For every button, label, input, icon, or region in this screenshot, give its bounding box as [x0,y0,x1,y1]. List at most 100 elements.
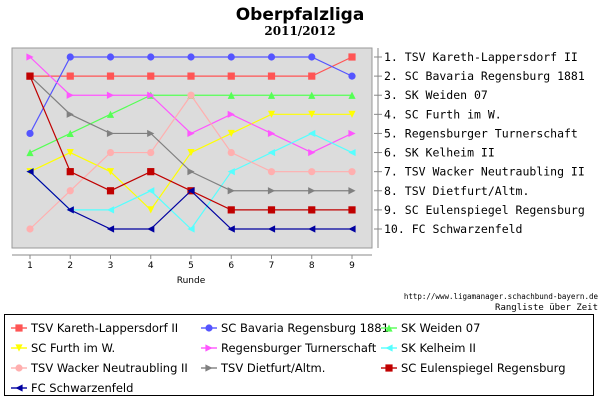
data-point [106,53,115,61]
data-point [267,129,276,138]
data-point [227,129,235,138]
legend-marker [205,364,213,372]
plot-area [11,47,373,249]
rank-label: 2. SC Bavaria Regensburg 1881 [384,69,585,83]
legend-label: TSV Kareth-Lappersdorf II [30,321,178,335]
data-point [147,148,155,157]
data-point [147,206,155,214]
data-point [147,168,155,176]
legend-entry: SK Weiden 07 [381,321,480,335]
data-point [227,72,235,80]
legend-label: SK Kelheim II [401,341,476,355]
footer-url: http://www.ligamanager.schachbund-bayern… [404,292,599,301]
legend-label: SC Bavaria Regensburg 1881 [221,321,389,335]
data-point [348,91,356,99]
data-point [147,72,155,80]
data-point [227,168,235,176]
x-tick-label: 6 [228,261,234,271]
data-point [106,206,115,214]
data-point [66,53,74,61]
x-tick-label: 7 [269,261,275,271]
data-point [187,53,195,61]
data-point [187,129,195,138]
x-tick-label: 8 [309,261,315,271]
legend-entries: TSV Kareth-Lappersdorf II SC Bavaria Rege… [11,321,566,395]
data-point [187,148,195,157]
data-point [187,225,195,233]
legend-label: SC Eulenspiegel Regensburg [401,361,566,375]
data-point [348,110,356,118]
data-point [227,206,235,214]
data-point [308,225,316,233]
footer-note: Rangliste über Zeit [495,303,598,313]
data-point [308,148,316,157]
data-point [227,53,235,61]
x-tick-label: 2 [67,261,73,271]
legend: TSV Kareth-Lappersdorf II SC Bavaria Rege… [4,314,594,396]
x-tick-label: 1 [27,261,33,271]
data-point [187,91,195,99]
legend-marker [15,344,23,352]
series-group [26,53,356,138]
legend-label: Regensburger Turnerschaft [221,341,377,355]
x-axis-ticks: 1 2 3 4 5 6 7 8 9 [27,255,355,271]
data-point [308,168,316,176]
data-point [267,53,276,61]
legend-entry: SK Kelheim II [381,341,476,355]
legend-label: SK Weiden 07 [401,321,480,335]
series-group [26,53,356,80]
data-point [147,53,155,61]
legend-entry: TSV Kareth-Lappersdorf II [11,321,178,335]
chart-subtitle: 2011/2012 [264,24,335,38]
data-point [267,168,276,176]
data-point [26,72,34,80]
data-point [348,148,356,157]
x-tick-label: 5 [188,261,194,271]
series-group [26,72,356,195]
data-point [66,187,74,195]
data-point [66,110,74,118]
data-point [26,53,34,61]
legend-label: SC Furth im W. [31,341,115,355]
legend-entry: Regensburger Turnerschaft [201,341,377,355]
data-point [187,187,195,195]
rank-labels: 1. TSV Kareth-Lappersdorf II 2. SC Bavari… [374,50,585,236]
legend-marker [385,364,393,372]
data-point [348,187,356,195]
data-point [348,72,356,80]
data-point [308,187,316,195]
data-point [66,91,74,99]
data-point [106,129,115,138]
legend-marker [15,384,23,392]
rank-label: 6. SK Kelheim II [384,146,495,160]
data-point [227,225,235,233]
data-point [308,206,316,214]
data-point [106,168,115,176]
legend-marker [15,324,23,332]
legend-marker [385,324,393,332]
legend-label: TSV Dietfurt/Altm. [220,361,325,375]
data-point [106,187,115,195]
data-point [147,129,155,138]
legend-entry: TSV Dietfurt/Altm. [201,361,325,375]
legend-marker [385,344,393,352]
x-tick-label: 3 [108,261,114,271]
rank-label: 4. SC Furth im W. [384,107,502,121]
legend-entry: SC Bavaria Regensburg 1881 [201,321,389,335]
data-point [147,91,155,99]
rank-label: 9. SC Eulenspiegel Regensburg [384,203,585,217]
data-point [267,72,276,80]
rank-label: 3. SK Weiden 07 [384,88,488,102]
data-point [348,129,356,138]
data-point [267,225,276,233]
data-point [26,225,34,233]
x-axis-label: Runde [177,276,206,286]
legend-entry: TSV Wacker Neutraubling II [11,361,188,375]
data-point [106,72,115,80]
rank-label: 5. Regensburger Turnerschaft [384,126,578,140]
data-point [227,110,235,118]
legend-marker [205,324,213,332]
data-point [348,168,356,176]
data-point [147,225,155,233]
